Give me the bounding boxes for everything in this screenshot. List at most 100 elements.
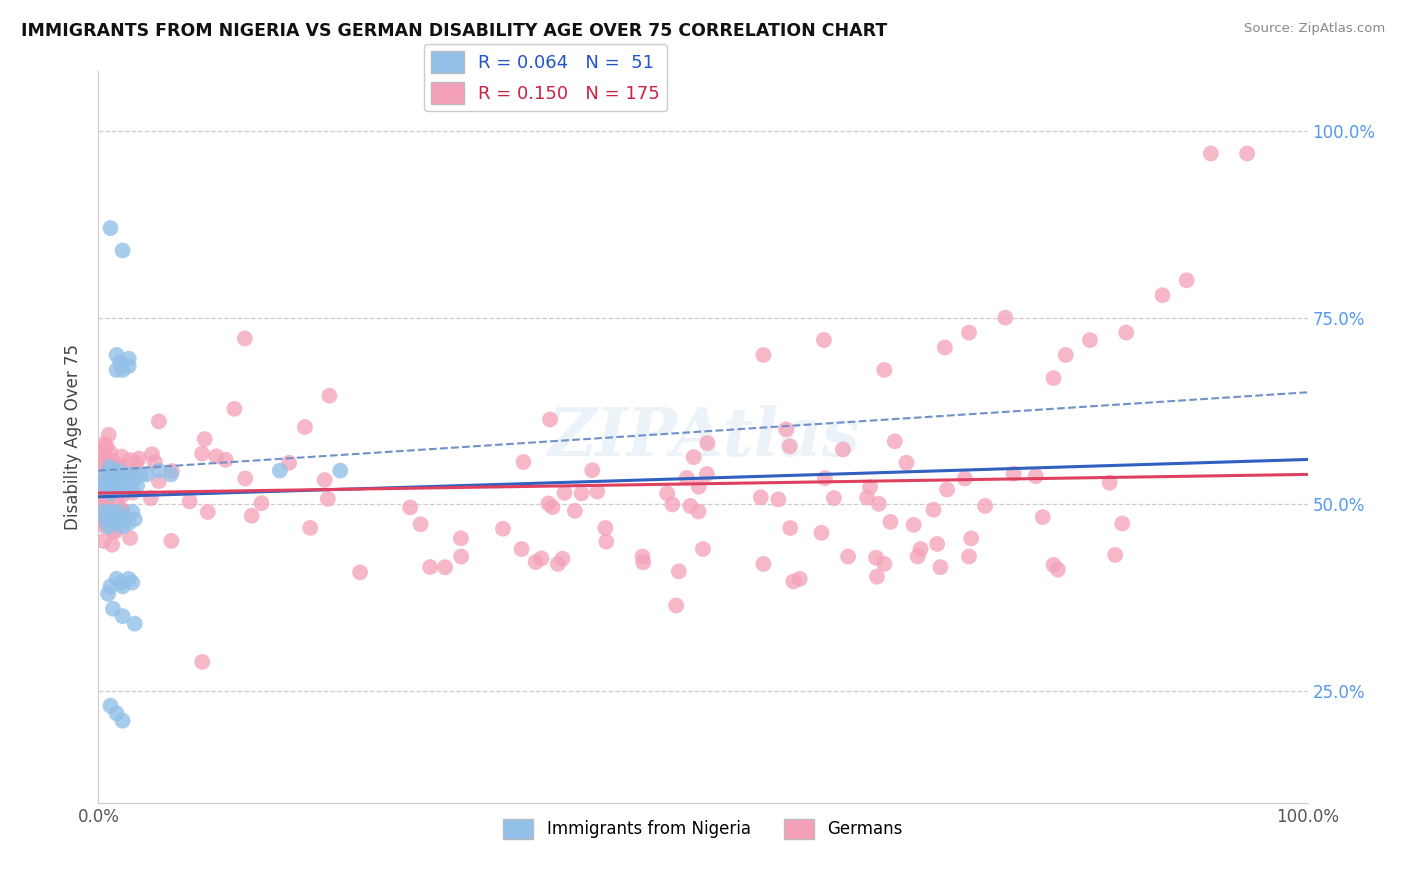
Y-axis label: Disability Age Over 75: Disability Age Over 75 <box>65 344 83 530</box>
Point <box>121 485 143 500</box>
Point <box>100 486 122 500</box>
Point <box>91 452 114 467</box>
Legend: Immigrants from Nigeria, Germans: Immigrants from Nigeria, Germans <box>496 812 910 846</box>
Point <box>512 455 534 469</box>
Point <box>105 363 128 377</box>
Point <box>240 508 263 523</box>
Point <box>866 569 889 583</box>
Point <box>810 525 832 540</box>
Point <box>1002 467 1025 481</box>
Point <box>90 518 112 533</box>
Point <box>1042 371 1064 385</box>
Point <box>934 341 956 355</box>
Point <box>269 464 291 478</box>
Point <box>120 453 142 467</box>
Point <box>823 491 845 505</box>
Point <box>94 493 117 508</box>
Point <box>668 565 690 579</box>
Point <box>927 537 949 551</box>
Point <box>657 486 679 500</box>
Point <box>595 521 617 535</box>
Point <box>100 455 122 469</box>
Point <box>91 443 114 458</box>
Point <box>111 504 134 518</box>
Point <box>98 459 121 474</box>
Point <box>114 475 136 489</box>
Point <box>314 473 336 487</box>
Point <box>127 478 149 492</box>
Point <box>103 512 125 526</box>
Point <box>89 501 111 516</box>
Point <box>104 467 127 482</box>
Point <box>121 475 143 489</box>
Point <box>214 453 236 467</box>
Point <box>128 451 150 466</box>
Point <box>97 427 120 442</box>
Point <box>814 471 837 485</box>
Point <box>100 698 122 713</box>
Point <box>100 483 122 497</box>
Point <box>97 587 120 601</box>
Point <box>111 478 134 492</box>
Point <box>125 456 148 470</box>
Point <box>111 471 134 485</box>
Point <box>749 490 772 504</box>
Point <box>105 348 128 362</box>
Point <box>1152 288 1174 302</box>
Point <box>957 326 980 340</box>
Point <box>105 510 128 524</box>
Point <box>450 531 472 545</box>
Point <box>89 477 111 491</box>
Point <box>789 572 811 586</box>
Point <box>105 510 128 524</box>
Point <box>903 517 925 532</box>
Point <box>907 549 929 564</box>
Point <box>97 514 120 528</box>
Point <box>1199 146 1222 161</box>
Point <box>97 519 120 533</box>
Point <box>124 616 146 631</box>
Point <box>118 572 141 586</box>
Point <box>101 508 124 523</box>
Point <box>124 466 146 480</box>
Point <box>233 331 256 345</box>
Point <box>665 599 688 613</box>
Point <box>105 492 128 507</box>
Point <box>105 516 128 530</box>
Point <box>97 452 120 467</box>
Point <box>1025 469 1047 483</box>
Point <box>111 579 134 593</box>
Point <box>120 467 142 482</box>
Point <box>97 501 120 516</box>
Point <box>1175 273 1198 287</box>
Point <box>139 491 162 505</box>
Point <box>101 454 124 468</box>
Point <box>1046 563 1069 577</box>
Point <box>111 519 134 533</box>
Point <box>143 455 166 469</box>
Text: ZIPAtlas: ZIPAtlas <box>547 405 859 469</box>
Point <box>832 442 855 457</box>
Point <box>551 551 574 566</box>
Point <box>586 484 609 499</box>
Point <box>957 549 980 564</box>
Point <box>752 557 775 571</box>
Point <box>779 521 801 535</box>
Point <box>90 477 112 491</box>
Point <box>1032 510 1054 524</box>
Point <box>631 555 654 569</box>
Point <box>571 486 593 500</box>
Point <box>530 551 553 566</box>
Point <box>90 511 112 525</box>
Point <box>197 505 219 519</box>
Point <box>278 456 301 470</box>
Point <box>118 351 141 366</box>
Point <box>299 521 322 535</box>
Point <box>94 516 117 530</box>
Point <box>994 310 1017 325</box>
Point <box>537 496 560 510</box>
Point <box>224 401 246 416</box>
Point <box>349 566 371 580</box>
Point <box>859 480 882 494</box>
Point <box>97 467 120 482</box>
